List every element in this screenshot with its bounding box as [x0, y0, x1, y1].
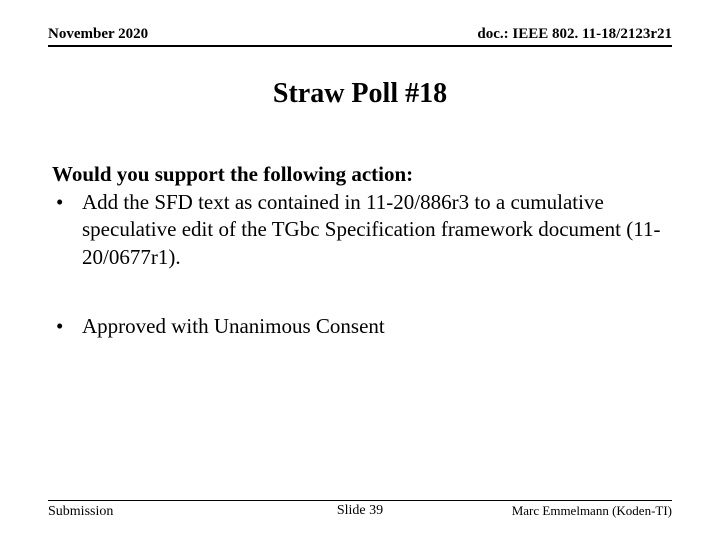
slide-title: Straw Poll #18	[0, 78, 720, 110]
header-date: November 2020	[48, 26, 148, 43]
bullet-marker-icon: •	[52, 313, 82, 340]
bullet-text: Approved with Unanimous Consent	[82, 313, 668, 340]
bullet-item: • Approved with Unanimous Consent	[52, 313, 668, 340]
spacer	[52, 271, 668, 313]
slide-footer: Slide 39 Submission Marc Emmelmann (Kode…	[48, 500, 672, 520]
footer-author: Marc Emmelmann (Koden-TI)	[512, 503, 672, 519]
bullet-text: Add the SFD text as contained in 11-20/8…	[82, 189, 668, 271]
bullet-item: • Add the SFD text as contained in 11-20…	[52, 189, 668, 271]
footer-submission: Submission	[48, 504, 113, 520]
bullet-list: • Add the SFD text as contained in 11-20…	[52, 189, 668, 340]
bullet-marker-icon: •	[52, 189, 82, 271]
header-docref: doc.: IEEE 802. 11-18/2123r21	[477, 26, 672, 43]
slide-content: Would you support the following action: …	[52, 162, 668, 340]
slide-header: November 2020 doc.: IEEE 802. 11-18/2123…	[48, 26, 672, 47]
poll-question: Would you support the following action:	[52, 162, 668, 187]
